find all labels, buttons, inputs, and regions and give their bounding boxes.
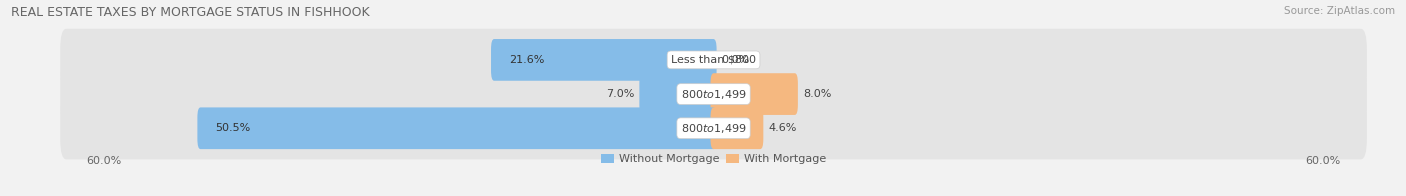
Text: 50.5%: 50.5% [215, 123, 250, 133]
Text: Source: ZipAtlas.com: Source: ZipAtlas.com [1284, 6, 1395, 16]
FancyBboxPatch shape [60, 97, 1367, 159]
FancyBboxPatch shape [710, 107, 763, 149]
Text: $800 to $1,499: $800 to $1,499 [681, 122, 747, 135]
Text: Less than $800: Less than $800 [671, 55, 756, 65]
Text: $800 to $1,499: $800 to $1,499 [681, 88, 747, 101]
Text: 4.6%: 4.6% [769, 123, 797, 133]
Text: 8.0%: 8.0% [803, 89, 831, 99]
FancyBboxPatch shape [60, 29, 1367, 91]
FancyBboxPatch shape [710, 73, 797, 115]
Text: 7.0%: 7.0% [606, 89, 634, 99]
FancyBboxPatch shape [60, 63, 1367, 125]
Legend: Without Mortgage, With Mortgage: Without Mortgage, With Mortgage [596, 149, 831, 169]
FancyBboxPatch shape [491, 39, 717, 81]
FancyBboxPatch shape [640, 73, 717, 115]
Text: REAL ESTATE TAXES BY MORTGAGE STATUS IN FISHHOOK: REAL ESTATE TAXES BY MORTGAGE STATUS IN … [11, 6, 370, 19]
FancyBboxPatch shape [197, 107, 717, 149]
Text: 0.0%: 0.0% [721, 55, 749, 65]
Text: 21.6%: 21.6% [509, 55, 544, 65]
